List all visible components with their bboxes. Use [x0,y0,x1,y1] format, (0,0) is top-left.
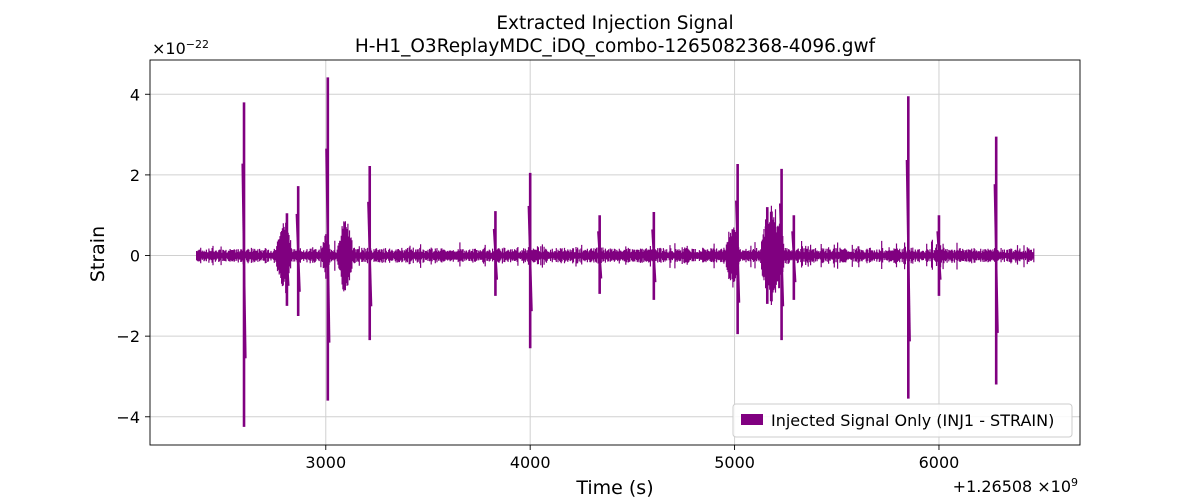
signal-spike-core [905,159,911,342]
legend-swatch [741,414,763,425]
x-tick-label: 3000 [305,453,346,472]
signal-spike-core [527,205,533,312]
signal-spike-core [284,230,290,286]
signal-spike-core [936,231,942,280]
signal-spike-core [295,213,301,292]
x-offset-label: +1.26508 ×109 [953,476,1078,496]
chart-title-line1: Extracted Injection Signal [496,13,733,34]
x-tick-label: 4000 [510,453,551,472]
legend-label: Injected Signal Only (INJ1 - STRAIN) [771,411,1054,430]
signal-spike-core [241,163,247,359]
legend: Injected Signal Only (INJ1 - STRAIN) [732,403,1073,438]
signal-spike-core [492,228,499,280]
legend-frame [732,403,1073,438]
y-scale-exponent: −22 [186,38,209,51]
signal-spike-core [791,231,797,283]
y-scale-label: ×10−22 [152,38,209,58]
x-axis-label: Time (s) [575,477,653,499]
x-tick-label: 6000 [919,453,960,472]
x-tick-label: 5000 [714,453,755,472]
signal-spike-core [735,200,741,303]
data-series [196,77,1035,427]
signal-spike-core [764,226,770,285]
signal-spike-core [325,148,331,343]
signal-spike-core [651,229,657,283]
axis-ticks: 3000 4000 5000 6000 −4 −2 0 2 4 [116,85,959,472]
plot-frame [149,59,1081,446]
signal-spike-core [367,201,373,307]
signal-spike-core [778,203,785,307]
chart-title-line2: H-H1_O3ReplayMDC_iDQ_combo-1265082368-40… [355,36,876,57]
x-offset-exponent: 9 [1071,476,1078,489]
y-tick-label: −2 [116,327,140,346]
signal-spike-core [597,231,603,279]
y-tick-label: 4 [130,85,140,104]
signal-spike-core [993,184,999,333]
y-tick-label: 2 [130,166,140,185]
y-tick-label: 0 [130,247,140,266]
y-tick-label: −4 [116,408,140,427]
y-axis-label: Strain [87,226,109,282]
